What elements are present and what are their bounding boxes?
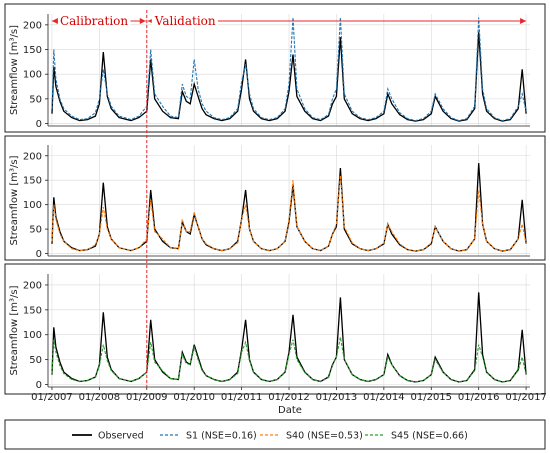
x-tick-label: 01/2017 xyxy=(505,392,547,403)
x-tick-label: 01/2016 xyxy=(458,392,500,403)
calibration-label-background xyxy=(57,14,131,28)
y-axis-label: Streamflow [m³/s] xyxy=(9,285,20,375)
y-tick-label: 150 xyxy=(23,176,42,187)
validation-arrowhead-right xyxy=(520,18,527,24)
y-tick-label: 150 xyxy=(23,45,42,56)
y-tick-label: 50 xyxy=(29,94,42,105)
panel-3-frame xyxy=(4,263,546,395)
x-tick-label: 01/2009 xyxy=(126,392,168,403)
y-axis-label: Streamflow [m³/s] xyxy=(9,25,20,115)
simulated-series-line xyxy=(51,337,527,383)
validation-label-background xyxy=(151,14,218,28)
legend: Observed S1 (NSE=0.16) S40 (NSE=0.53) S45 (… xyxy=(72,431,468,442)
panel-1-frame xyxy=(4,3,546,133)
y-tick-label: 0 xyxy=(36,249,42,260)
x-axis-label: Date xyxy=(278,405,302,416)
y-tick-label: 200 xyxy=(23,20,42,31)
validation-label: Validation xyxy=(154,14,216,28)
x-tick-label: 01/2007 xyxy=(31,392,73,403)
y-tick-label: 100 xyxy=(23,200,42,211)
y-tick-label: 150 xyxy=(23,305,42,316)
calibration-arrowhead-left xyxy=(51,18,58,24)
simulated-series-line xyxy=(51,175,527,252)
legend-frame xyxy=(4,419,546,450)
legend-label: S45 (NSE=0.66) xyxy=(391,431,468,442)
y-tick-label: 0 xyxy=(36,380,42,391)
x-tick-label: 01/2010 xyxy=(173,392,215,403)
panel-2-frame xyxy=(4,135,546,261)
x-tick-label: 01/2014 xyxy=(363,392,405,403)
y-tick-label: 0 xyxy=(36,119,42,130)
y-tick-label: 50 xyxy=(29,355,42,366)
calibration-arrowhead-right xyxy=(139,18,146,24)
y-tick-label: 100 xyxy=(23,330,42,341)
simulated-series-line xyxy=(51,17,527,122)
calibration-label: Calibration xyxy=(60,14,128,28)
observed-series-line xyxy=(51,32,527,122)
legend-label: S40 (NSE=0.53) xyxy=(286,431,363,442)
y-tick-label: 100 xyxy=(23,70,42,81)
x-tick-label: 01/2015 xyxy=(410,392,452,403)
y-axis-label: Streamflow [m³/s] xyxy=(9,155,20,245)
x-tick-label: 01/2008 xyxy=(79,392,121,403)
x-tick-label: 01/2011 xyxy=(221,392,263,403)
y-tick-label: 200 xyxy=(23,280,42,291)
y-tick-label: 50 xyxy=(29,225,42,236)
legend-label: S1 (NSE=0.16) xyxy=(186,431,257,442)
x-tick-label: 01/2013 xyxy=(316,392,358,403)
y-tick-label: 200 xyxy=(23,151,42,162)
x-tick-labels: 01/2007 01/2008 01/2009 01/2010 01/2011 01/20… xyxy=(31,387,547,403)
legend-label: Observed xyxy=(98,431,144,442)
x-tick-label: 01/2012 xyxy=(268,392,310,403)
